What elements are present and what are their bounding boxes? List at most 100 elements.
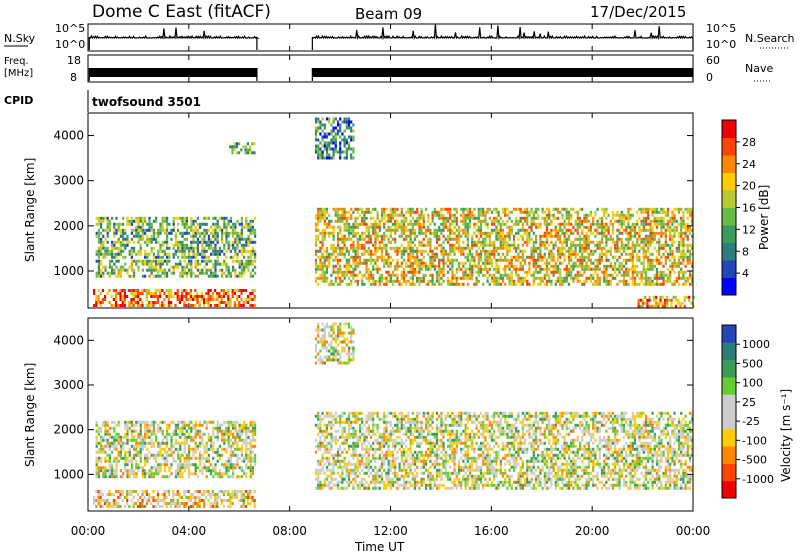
echo-cell: [121, 490, 124, 493]
echo-cell: [418, 282, 421, 286]
echo-cell: [231, 151, 234, 155]
echo-cell: [225, 240, 228, 244]
echo-cell: [537, 216, 540, 220]
echo-cell: [117, 252, 120, 256]
echo-cell: [332, 129, 335, 133]
echo-cell: [559, 255, 562, 259]
echo-cell: [495, 219, 498, 223]
echo-cell: [144, 441, 147, 445]
echo-cell: [644, 219, 648, 223]
echo-cell: [163, 259, 166, 263]
echo-cell: [135, 225, 138, 229]
echo-cell: [567, 270, 571, 274]
echo-cell: [314, 243, 318, 247]
echo-cell: [477, 255, 480, 259]
echo-cell: [504, 234, 507, 238]
echo-cell: [376, 246, 379, 250]
echo-cell: [336, 282, 340, 286]
echo-cell: [150, 292, 153, 295]
echo-cell: [644, 237, 648, 241]
echo-cell: [442, 240, 445, 244]
echo-cell: [126, 469, 129, 473]
echo-cell: [594, 267, 597, 271]
echo-cell: [135, 234, 138, 238]
echo-cell: [174, 292, 177, 295]
echo-cell: [350, 147, 353, 151]
echo-cell: [625, 261, 628, 265]
echo-cell: [95, 456, 98, 460]
echo-cell: [174, 234, 177, 238]
echo-cell: [376, 237, 379, 241]
echo-cell: [113, 240, 116, 244]
echo-cell: [512, 240, 516, 244]
echo-cell: [646, 298, 649, 302]
echo-cell: [339, 153, 342, 157]
echo-cell: [97, 246, 100, 250]
echo-cell: [155, 420, 158, 424]
echo-cell: [631, 258, 634, 262]
echo-cell: [148, 252, 151, 256]
echo-cell: [179, 420, 182, 424]
echo-cell: [207, 490, 210, 493]
echo-cell: [574, 261, 577, 265]
echo-cell: [356, 252, 359, 256]
echo-cell: [398, 225, 401, 229]
echo-cell: [148, 304, 151, 307]
echo-cell: [356, 240, 359, 244]
echo-cell: [365, 222, 368, 226]
echo-cell: [154, 499, 157, 502]
echo-cell: [424, 264, 428, 268]
echo-cell: [157, 426, 160, 430]
echo-cell: [245, 243, 248, 247]
echo-cell: [144, 469, 147, 473]
echo-cell: [159, 463, 162, 467]
echo-cell: [196, 237, 199, 241]
echo-cell: [545, 237, 549, 241]
echo-cell: [238, 151, 241, 155]
echo-cell: [172, 252, 175, 256]
echo-cell: [168, 475, 171, 479]
echo-cell: [135, 447, 138, 451]
echo-cell: [671, 228, 674, 232]
echo-cell: [684, 234, 687, 238]
echo-cell: [383, 222, 386, 226]
echo-cell: [196, 252, 199, 256]
echo-cell: [493, 222, 496, 226]
echo-cell: [409, 264, 412, 268]
echo-cell: [198, 496, 201, 499]
echo-cell: [108, 265, 111, 269]
echo-cell: [405, 228, 408, 232]
echo-cell: [372, 264, 375, 268]
echo-cell: [201, 472, 204, 476]
echo-cell: [400, 264, 403, 268]
echo-cell: [539, 258, 542, 262]
echo-cell: [187, 496, 190, 499]
echo-cell: [669, 237, 672, 241]
echo-cell: [247, 228, 250, 232]
echo-cell: [501, 276, 505, 280]
echo-cell: [680, 234, 683, 238]
echo-cell: [352, 246, 355, 250]
echo-cell: [236, 219, 239, 223]
echo-cell: [152, 246, 155, 250]
echo-cell: [124, 262, 127, 266]
echo-cell: [605, 225, 608, 229]
echo-cell: [603, 207, 606, 211]
echo-cell: [178, 298, 181, 301]
echo-cell: [394, 225, 397, 229]
echo-cell: [682, 222, 685, 226]
echo-cell: [356, 243, 359, 247]
echo-cell: [144, 219, 147, 223]
echo-cell: [473, 222, 476, 226]
echo-cell: [339, 213, 342, 217]
echo-cell: [113, 252, 116, 256]
echo-cell: [245, 225, 248, 229]
echo-cell: [677, 210, 681, 214]
echo-cell: [413, 255, 417, 259]
echo-cell: [97, 441, 100, 445]
echo-cell: [471, 210, 474, 214]
echo-cell: [166, 456, 169, 460]
echo-cell: [429, 246, 432, 250]
echo-cell: [317, 228, 320, 232]
echo-cell: [238, 499, 241, 502]
